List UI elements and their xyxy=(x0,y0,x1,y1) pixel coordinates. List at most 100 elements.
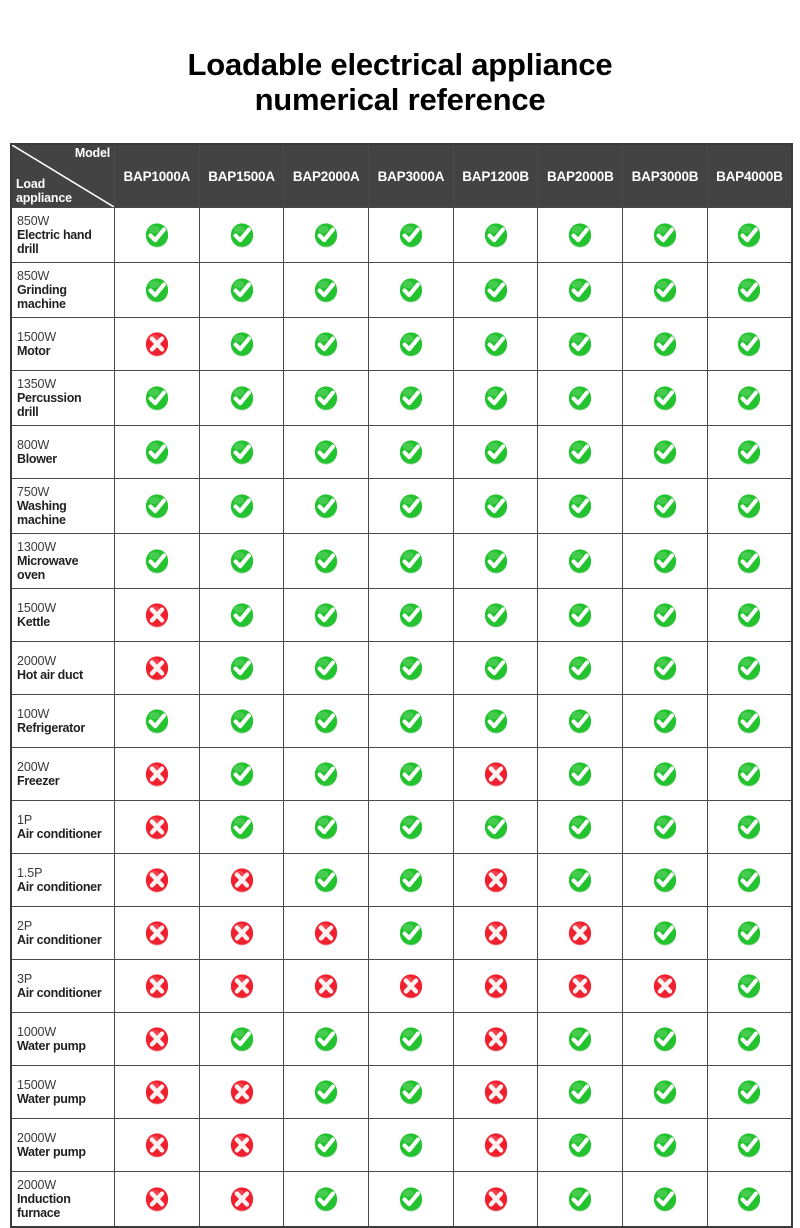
row-appliance-name: Washing xyxy=(17,499,67,513)
check-circle-icon xyxy=(734,971,764,1001)
row-appliance-name: Motor xyxy=(17,344,51,358)
cell-bap1000a xyxy=(114,694,200,748)
cell-bap1000a xyxy=(114,1065,200,1119)
row-power-rating: 1300W xyxy=(17,540,57,554)
check-circle-icon xyxy=(227,275,257,305)
row-appliance-name: Air conditioner xyxy=(17,827,102,841)
cross-circle-icon xyxy=(227,918,257,948)
cross-circle-icon xyxy=(565,918,595,948)
row-label-cell: 750W Washing machine xyxy=(10,478,115,534)
row-label-cell: 800W Blower xyxy=(10,425,115,479)
cell-bap3000a xyxy=(368,853,454,907)
cross-circle-icon xyxy=(227,865,257,895)
check-circle-icon xyxy=(565,220,595,250)
cell-bap3000b xyxy=(622,317,708,371)
row-appliance-name: furnace xyxy=(17,1206,61,1220)
table-body: 850W Electric hand drill 850W Grinding machin… xyxy=(10,207,793,1228)
check-circle-icon xyxy=(650,329,680,359)
cross-circle-icon xyxy=(396,971,426,1001)
check-circle-icon xyxy=(396,220,426,250)
check-circle-icon xyxy=(565,1024,595,1054)
cell-bap2000a xyxy=(283,533,370,589)
check-circle-icon xyxy=(396,437,426,467)
check-circle-icon xyxy=(396,706,426,736)
check-circle-icon xyxy=(481,706,511,736)
table-row: 2P Air conditioner xyxy=(10,906,793,960)
cross-circle-icon xyxy=(142,759,172,789)
column-header-bap1000a: BAP1000A xyxy=(114,143,200,208)
check-circle-icon xyxy=(734,546,764,576)
cell-bap3000b xyxy=(622,207,708,263)
cross-circle-icon xyxy=(565,971,595,1001)
check-circle-icon xyxy=(227,706,257,736)
check-circle-icon xyxy=(311,275,341,305)
cross-circle-icon xyxy=(142,1184,172,1214)
cell-bap2000b xyxy=(537,317,624,371)
check-circle-icon xyxy=(227,437,257,467)
cross-circle-icon xyxy=(227,1184,257,1214)
row-appliance-name: Water pump xyxy=(17,1145,86,1159)
column-header-bap1500a: BAP1500A xyxy=(198,143,285,208)
cell-bap1200b xyxy=(452,1012,539,1066)
check-circle-icon xyxy=(734,759,764,789)
check-circle-icon xyxy=(396,812,426,842)
row-label-cell: 1500W Kettle xyxy=(10,588,115,642)
cross-circle-icon xyxy=(142,1130,172,1160)
cell-bap2000a xyxy=(283,1171,370,1228)
table-row: 2000W Water pump xyxy=(10,1118,793,1172)
row-label-cell: 1500W Water pump xyxy=(10,1065,115,1119)
check-circle-icon xyxy=(481,329,511,359)
cell-bap3000b xyxy=(622,694,708,748)
row-label-cell: 2000W Water pump xyxy=(10,1118,115,1172)
cell-bap1200b xyxy=(452,425,539,479)
page-title-line-1: Loadable electrical appliance xyxy=(187,47,613,82)
cell-bap2000a xyxy=(283,641,370,695)
cell-bap3000a xyxy=(368,641,454,695)
cell-bap2000b xyxy=(537,959,624,1013)
cell-bap2000a xyxy=(283,747,370,801)
cell-bap1000a xyxy=(114,906,200,960)
check-circle-icon xyxy=(734,220,764,250)
check-circle-icon xyxy=(311,1024,341,1054)
cell-bap3000a xyxy=(368,370,454,426)
cell-bap1500a xyxy=(198,800,285,854)
row-appliance-name: machine xyxy=(17,297,66,311)
check-circle-icon xyxy=(142,706,172,736)
row-power-rating: 1500W xyxy=(17,1078,57,1092)
row-power-rating: 1.5P xyxy=(17,866,43,880)
check-circle-icon xyxy=(565,1130,595,1160)
cross-circle-icon xyxy=(142,653,172,683)
cell-bap1200b xyxy=(452,533,539,589)
check-circle-icon xyxy=(650,491,680,521)
check-circle-icon xyxy=(227,600,257,630)
check-circle-icon xyxy=(311,812,341,842)
cell-bap1200b xyxy=(452,317,539,371)
cell-bap2000b xyxy=(537,694,624,748)
column-header-bap3000a: BAP3000A xyxy=(368,143,454,208)
cell-bap1200b xyxy=(452,588,539,642)
table-row: 1300W Microwave oven xyxy=(10,533,793,589)
row-label-cell: 2P Air conditioner xyxy=(10,906,115,960)
cell-bap4000b xyxy=(706,207,793,263)
cell-bap2000b xyxy=(537,370,624,426)
cell-bap4000b xyxy=(706,800,793,854)
page-title: Loadable electrical appliance numerical … xyxy=(0,0,800,117)
cell-bap1500a xyxy=(198,262,285,318)
row-power-rating: 1350W xyxy=(17,377,57,391)
cell-bap2000b xyxy=(537,1118,624,1172)
check-circle-icon xyxy=(650,600,680,630)
cell-bap1500a xyxy=(198,588,285,642)
table-row: 2000W Induction furnace xyxy=(10,1171,793,1228)
row-label-cell: 1P Air conditioner xyxy=(10,800,115,854)
cell-bap1000a xyxy=(114,747,200,801)
check-circle-icon xyxy=(481,653,511,683)
check-circle-icon xyxy=(227,759,257,789)
cell-bap3000a xyxy=(368,262,454,318)
cell-bap1200b xyxy=(452,207,539,263)
check-circle-icon xyxy=(481,812,511,842)
row-label-cell: 850W Grinding machine xyxy=(10,262,115,318)
cell-bap2000b xyxy=(537,1012,624,1066)
row-power-rating: 2P xyxy=(17,919,33,933)
cell-bap2000a xyxy=(283,425,370,479)
row-power-rating: 800W xyxy=(17,438,50,452)
